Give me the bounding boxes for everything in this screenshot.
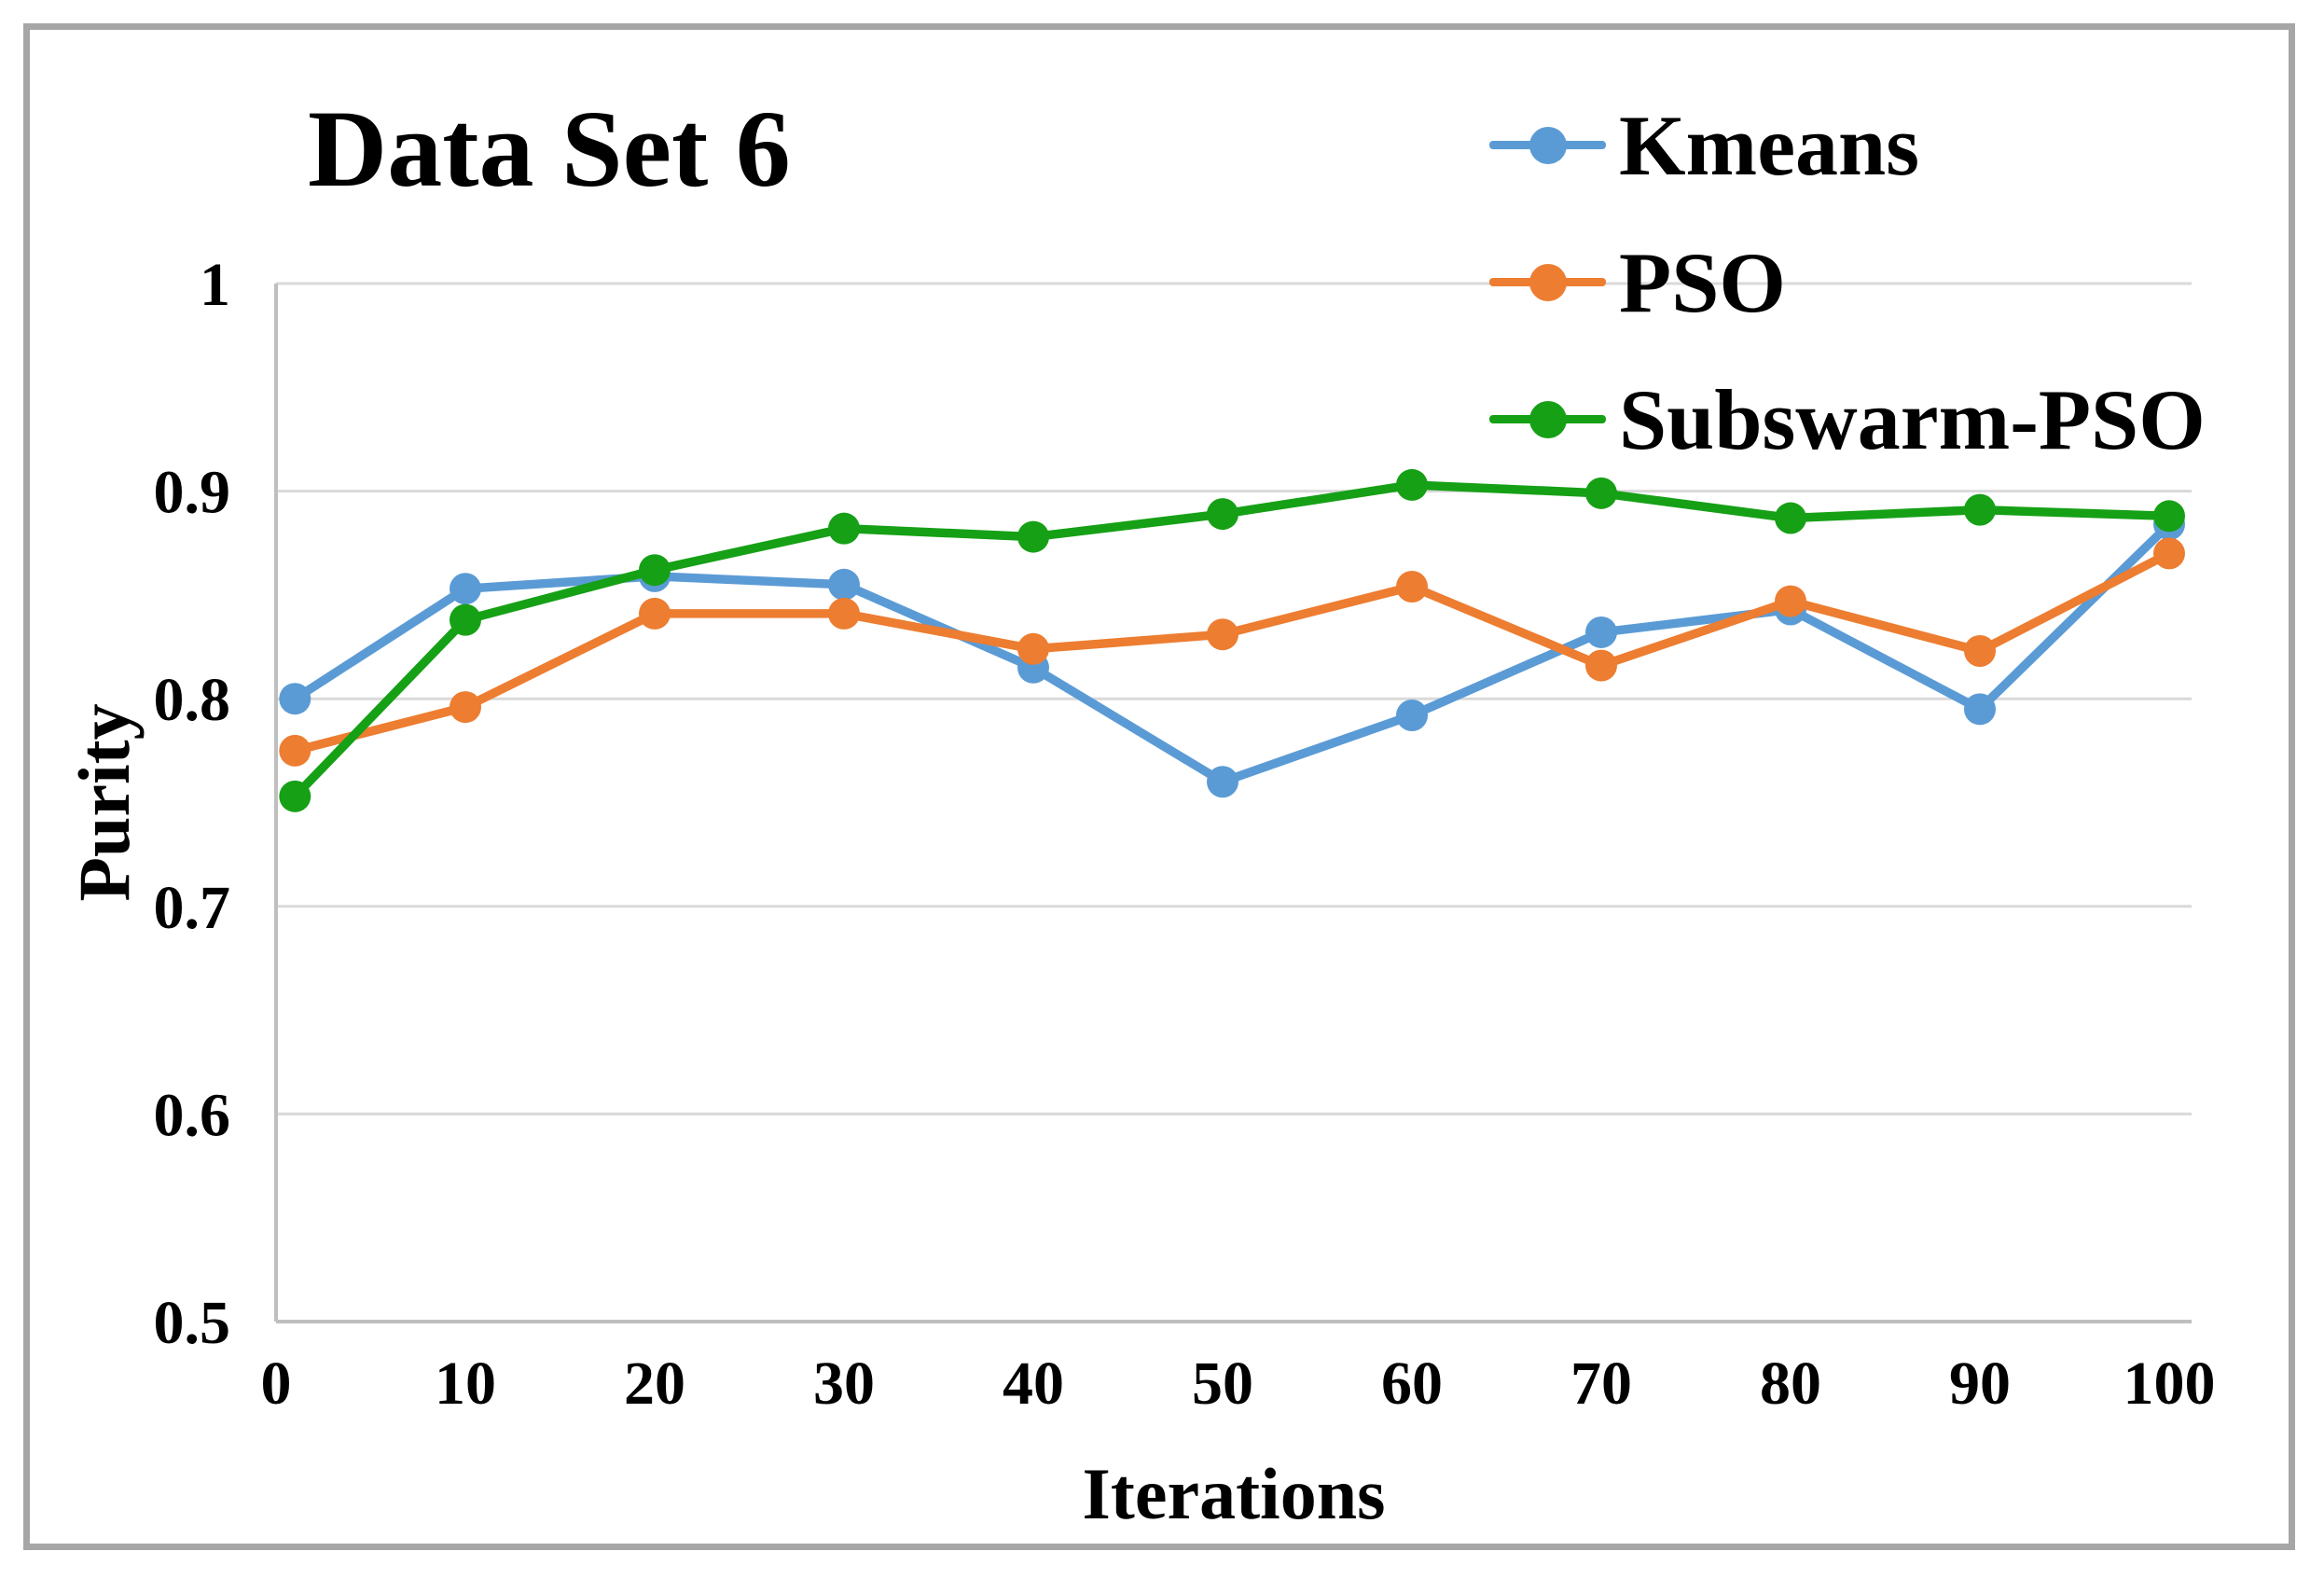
chart-title: Data Set 6 bbox=[308, 88, 791, 210]
data-point-pso bbox=[1775, 585, 1806, 617]
data-point-subswarm-pso bbox=[1775, 502, 1806, 534]
x-tick-label: 40 bbox=[1003, 1350, 1064, 1418]
data-point-kmeans bbox=[1396, 699, 1428, 732]
data-point-kmeans bbox=[279, 683, 311, 715]
y-tick-label: 0.5 bbox=[154, 1289, 231, 1357]
x-tick-label: 0 bbox=[261, 1350, 292, 1418]
data-point-subswarm-pso bbox=[450, 603, 481, 636]
data-point-kmeans bbox=[1964, 693, 1996, 726]
data-point-kmeans bbox=[828, 568, 860, 601]
pso-line-marker-icon bbox=[1489, 263, 1606, 301]
data-point-subswarm-pso bbox=[1396, 468, 1428, 501]
y-tick-label: 0.9 bbox=[154, 459, 231, 527]
legend-item-subswarm-pso: Subswarm-PSO bbox=[1489, 351, 2206, 488]
x-tick-label: 50 bbox=[1192, 1350, 1253, 1418]
x-tick-label: 70 bbox=[1570, 1350, 1632, 1418]
x-tick-label: 30 bbox=[813, 1350, 875, 1418]
x-tick-label: 20 bbox=[624, 1350, 685, 1418]
data-point-pso bbox=[639, 597, 671, 630]
data-point-subswarm-pso bbox=[1017, 520, 1049, 553]
data-point-subswarm-pso bbox=[1964, 493, 1996, 526]
data-point-pso bbox=[279, 734, 311, 767]
legend-item-kmeans: Kmeans bbox=[1489, 76, 2206, 214]
y-tick-label: 1 bbox=[200, 251, 230, 319]
data-point-pso bbox=[2153, 537, 2185, 570]
x-tick-label: 60 bbox=[1381, 1350, 1443, 1418]
data-point-pso bbox=[1396, 570, 1428, 603]
kmeans-line-marker-icon bbox=[1489, 126, 1606, 164]
data-point-pso bbox=[1207, 618, 1238, 651]
y-tick-label: 0.6 bbox=[154, 1081, 231, 1149]
data-point-pso bbox=[1017, 632, 1049, 665]
y-tick-label: 0.7 bbox=[154, 874, 231, 942]
data-point-pso bbox=[1585, 649, 1617, 682]
data-point-subswarm-pso bbox=[279, 780, 311, 812]
data-point-subswarm-pso bbox=[828, 512, 860, 545]
x-axis-title: Iterations bbox=[1083, 1453, 1386, 1534]
data-point-subswarm-pso bbox=[1207, 498, 1238, 531]
legend-item-pso: PSO bbox=[1489, 214, 2206, 351]
data-point-pso bbox=[828, 597, 860, 630]
x-tick-label: 10 bbox=[435, 1350, 496, 1418]
legend: Kmeans PSO Subswarm-PSO bbox=[1489, 76, 2206, 488]
data-point-pso bbox=[450, 691, 481, 724]
data-point-subswarm-pso bbox=[639, 554, 671, 587]
data-point-kmeans bbox=[1585, 616, 1617, 648]
y-axis-title: Purity bbox=[63, 703, 145, 901]
x-tick-label: 90 bbox=[1949, 1350, 2011, 1418]
x-tick-label: 80 bbox=[1760, 1350, 1821, 1418]
data-point-subswarm-pso bbox=[1585, 477, 1617, 509]
data-point-subswarm-pso bbox=[2153, 500, 2185, 533]
legend-label: Kmeans bbox=[1619, 97, 1919, 193]
legend-label: Subswarm-PSO bbox=[1619, 371, 2206, 467]
figure-frame bbox=[23, 23, 2295, 1550]
y-tick-label: 0.8 bbox=[154, 666, 231, 734]
legend-label: PSO bbox=[1619, 234, 1786, 330]
subswarm-pso-line-marker-icon bbox=[1489, 400, 1606, 438]
data-point-kmeans bbox=[1207, 766, 1238, 798]
data-point-kmeans bbox=[450, 573, 481, 605]
data-point-pso bbox=[1964, 635, 1996, 668]
x-tick-label: 100 bbox=[2123, 1350, 2216, 1418]
